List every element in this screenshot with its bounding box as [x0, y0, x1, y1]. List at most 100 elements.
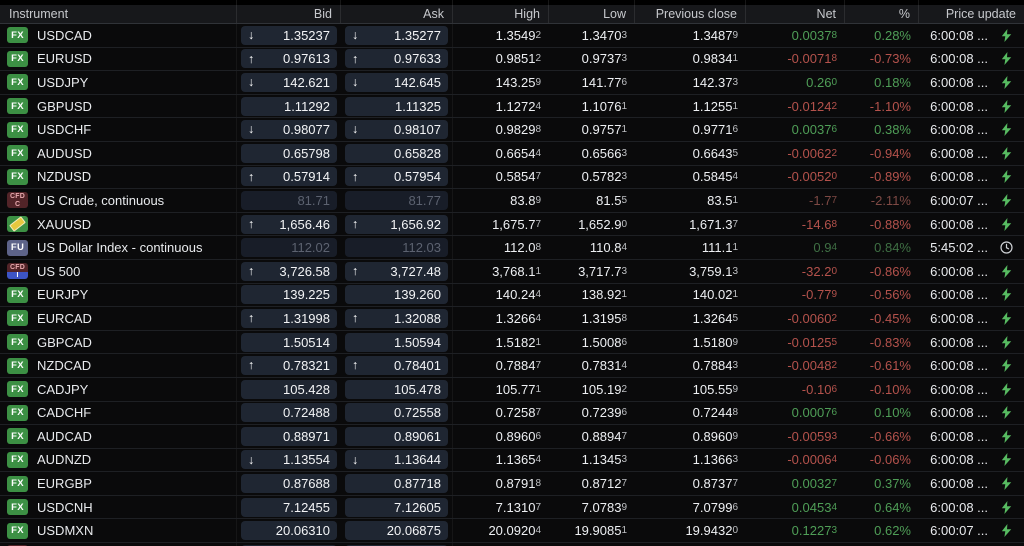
- bid-pill[interactable]: ↓ 0.98077: [241, 120, 337, 140]
- table-row[interactable]: FX USDCNH 7.12455 7.12605 7.1310 7 7.0783 9 7.07…: [0, 495, 1024, 520]
- bid-pill[interactable]: 0.88971: [241, 426, 337, 446]
- table-row[interactable]: CFD I US 500 ↑ 3,726.58 ↑ 3,727.48 3,768.1 1 3,71…: [0, 259, 1024, 284]
- ask-pill[interactable]: 1.50594: [345, 332, 448, 352]
- low-cell: 19.9085 1: [549, 519, 635, 542]
- bid-pill[interactable]: ↑ 1,656.46: [241, 214, 337, 234]
- value-last-digit: 7: [621, 478, 627, 490]
- value-main: 0.0007: [791, 405, 832, 421]
- bid-pill[interactable]: 7.12455: [241, 497, 337, 517]
- lightning-icon: [988, 524, 1024, 538]
- bid-pill[interactable]: ↑ 0.97613: [241, 49, 337, 69]
- ask-pill[interactable]: ↑ 0.97633: [345, 49, 448, 69]
- high-cell: 0.9829 8: [453, 118, 549, 141]
- table-row[interactable]: FX EURUSD ↑ 0.97613 ↑ 0.97633 0.9851 2 0.9737 3 0.…: [0, 47, 1024, 72]
- table-row[interactable]: FX USDJPY ↓ 142.621 ↓ 142.645 143.25 9 141.77 6 14…: [0, 71, 1024, 95]
- bid-pill[interactable]: 105.428: [241, 379, 337, 399]
- table-row[interactable]: FX EURJPY 139.225 139.260 140.24 4 138.92 1 140.…: [0, 283, 1024, 308]
- value-last-digit: 4: [621, 242, 627, 254]
- price-update-cell: 6:00:08 ...: [919, 307, 1024, 330]
- ask-pill[interactable]: 7.12605: [345, 497, 448, 517]
- value-last-digit: 6: [535, 430, 541, 442]
- value-main: 0.7239: [581, 405, 622, 421]
- bid-pill[interactable]: 0.72488: [241, 403, 337, 423]
- header-cell-bid[interactable]: Bid: [237, 0, 341, 23]
- ask-pill[interactable]: 0.89061: [345, 426, 448, 446]
- table-row[interactable]: FX USDCAD ↓ 1.35237 ↓ 1.35277 1.3549 2 1.3470 3 1.…: [0, 24, 1024, 48]
- ask-cell: ↓ 142.645: [341, 71, 453, 94]
- bid-pill[interactable]: ↑ 0.78321: [241, 356, 337, 376]
- bid-pill[interactable]: 0.87688: [241, 474, 337, 494]
- table-row[interactable]: FX AUDNZD ↓ 1.13554 ↓ 1.13644 1.1365 4 1.1345 3 1.…: [0, 448, 1024, 473]
- table-row[interactable]: FU US Dollar Index - continuous 112.02 112.…: [0, 236, 1024, 260]
- header-cell-price-update[interactable]: Price update: [945, 7, 1016, 21]
- table-row[interactable]: FX GBPCAD 1.50514 1.50594 1.5182 1 1.5008 6 1.51…: [0, 330, 1024, 355]
- bid-pill[interactable]: 1.11292: [241, 96, 337, 116]
- table-row[interactable]: FX USDMXN 20.06310 20.06875 20.0920 4 19.9085 1…: [0, 519, 1024, 544]
- bid-pill[interactable]: ↑ 3,726.58: [241, 261, 337, 281]
- low-cell: 110.8 4: [549, 236, 635, 259]
- ask-pill[interactable]: ↓ 1.13644: [345, 450, 448, 470]
- ask-pill[interactable]: 20.06875: [345, 521, 448, 541]
- header-cell-instrument[interactable]: Instrument: [0, 0, 237, 23]
- bid-value: 1.13554: [283, 452, 330, 468]
- ask-pill[interactable]: 0.87718: [345, 474, 448, 494]
- ask-pill[interactable]: 105.478: [345, 379, 448, 399]
- net-cell: 0.1227 3: [746, 519, 845, 542]
- bid-pill[interactable]: 112.02: [241, 238, 337, 258]
- instrument-type-badge-fx: FX: [7, 357, 28, 374]
- instrument-name: EURCAD: [37, 310, 92, 326]
- ask-pill[interactable]: 81.77: [345, 190, 448, 210]
- table-row[interactable]: FX AUDUSD 0.65798 0.65828 0.6654 4 0.6566 3 0.66…: [0, 141, 1024, 166]
- previous-close-cell: 142.37 3: [635, 71, 746, 94]
- header-cell-ask[interactable]: Ask: [341, 0, 453, 23]
- arrow-up-icon: ↑: [352, 311, 359, 326]
- ask-pill[interactable]: ↓ 1.35277: [345, 25, 448, 45]
- table-row[interactable]: XAUUSD ↑ 1,656.46 ↑ 1,656.92 1,675.7 7 1,652.9 0…: [0, 212, 1024, 237]
- table-row[interactable]: FX NZDUSD ↑ 0.57914 ↑ 0.57954 0.5854 7 0.5782 3 0.…: [0, 165, 1024, 190]
- cfd-index-sub-label: I: [7, 272, 28, 280]
- header-cell-[interactable]: %: [845, 0, 919, 23]
- ask-pill[interactable]: 0.72558: [345, 403, 448, 423]
- ask-pill[interactable]: 1.11325: [345, 96, 448, 116]
- value-last-digit: 3: [831, 525, 837, 537]
- ask-pill[interactable]: ↑ 3,727.48: [345, 261, 448, 281]
- ask-pill[interactable]: ↑ 1,656.92: [345, 214, 448, 234]
- table-row[interactable]: FX AUDCAD 0.88971 0.89061 0.8960 6 0.8894 7 0.89…: [0, 425, 1024, 449]
- bid-pill[interactable]: 81.71: [241, 190, 337, 210]
- bid-pill[interactable]: ↑ 0.57914: [241, 167, 337, 187]
- table-row[interactable]: FX EURGBP 0.87688 0.87718 0.8791 8 0.8712 7 0.87…: [0, 472, 1024, 496]
- ask-pill[interactable]: ↓ 142.645: [345, 72, 448, 92]
- table-row[interactable]: FX GBPUSD 1.11292 1.11325 1.1272 4 1.1076 1 1.12…: [0, 94, 1024, 119]
- table-row[interactable]: FX CADCHF 0.72488 0.72558 0.7258 7 0.7239 6 0.72…: [0, 401, 1024, 426]
- instrument-name: NZDCAD: [37, 358, 92, 374]
- bid-pill[interactable]: ↓ 1.13554: [241, 450, 337, 470]
- bid-pill[interactable]: 0.65798: [241, 143, 337, 163]
- percent-change-cell: 0.37%: [845, 472, 919, 495]
- bid-pill[interactable]: 20.06310: [241, 521, 337, 541]
- value-last-digit: 1: [535, 383, 541, 395]
- header-cell-high[interactable]: High: [453, 0, 549, 23]
- table-row[interactable]: FX EURCAD ↑ 1.31998 ↑ 1.32088 1.3266 4 1.3195 8 1.…: [0, 307, 1024, 331]
- value-main: 19.9085: [574, 523, 622, 539]
- header-cell-previous-close[interactable]: Previous close: [635, 0, 746, 23]
- bid-pill[interactable]: ↓ 1.35237: [241, 25, 337, 45]
- instrument-type-badge-fx: FX: [7, 428, 28, 445]
- header-cell-low[interactable]: Low: [549, 0, 635, 23]
- ask-pill[interactable]: 112.03: [345, 238, 448, 258]
- ask-pill[interactable]: ↓ 0.98107: [345, 120, 448, 140]
- bid-pill[interactable]: 139.225: [241, 285, 337, 305]
- ask-pill[interactable]: ↑ 0.57954: [345, 167, 448, 187]
- ask-pill[interactable]: 0.65828: [345, 143, 448, 163]
- bid-pill[interactable]: ↑ 1.31998: [241, 308, 337, 328]
- bid-pill[interactable]: 1.50514: [241, 332, 337, 352]
- ask-pill[interactable]: ↑ 1.32088: [345, 308, 448, 328]
- ask-pill[interactable]: ↑ 0.78401: [345, 356, 448, 376]
- table-row[interactable]: FX CADJPY 105.428 105.478 105.77 1 105.19 2 105.…: [0, 377, 1024, 402]
- bid-pill[interactable]: ↓ 142.621: [241, 72, 337, 92]
- lightning-icon: [988, 264, 1024, 278]
- header-cell-net[interactable]: Net: [746, 0, 845, 23]
- ask-pill[interactable]: 139.260: [345, 285, 448, 305]
- table-row[interactable]: FX USDCHF ↓ 0.98077 ↓ 0.98107 0.9829 8 0.9757 1 0.…: [0, 118, 1024, 142]
- table-row[interactable]: FX NZDCAD ↑ 0.78321 ↑ 0.78401 0.7884 7 0.7831 4 0.…: [0, 354, 1024, 378]
- table-row[interactable]: CFD C US Crude, continuous 81.71 81.77 83.8 9 8…: [0, 189, 1024, 213]
